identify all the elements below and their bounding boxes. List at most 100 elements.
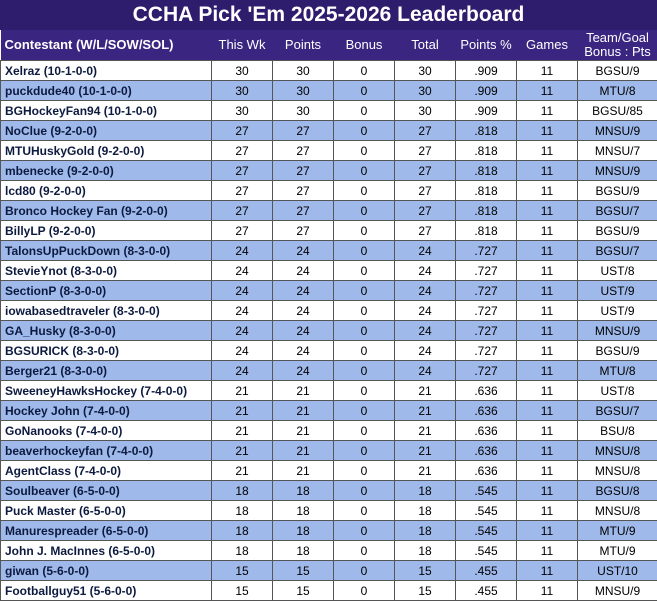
table-cell: 27 xyxy=(211,160,273,181)
table-cell: MNSU/8 xyxy=(577,500,657,521)
column-header: Contestant (W/L/SOW/SOL) xyxy=(0,30,212,61)
table-cell: .818 xyxy=(455,160,517,181)
table-cell: 21 xyxy=(211,420,273,441)
table-row: SweeneyHawksHockey (7-4-0-0) 21 21 0 21.636 1… xyxy=(0,380,657,401)
table-cell: 11 xyxy=(516,300,578,321)
table-cell: 0 xyxy=(333,180,395,201)
table-row: BGHockeyFan94 (10-1-0-0) 30 30 0 30.909 11 BGS… xyxy=(0,100,657,121)
table-cell: 18 xyxy=(211,520,273,541)
header-row: Contestant (W/L/SOW/SOL) This Wk Points Bon… xyxy=(0,30,657,61)
table-cell: 27 xyxy=(211,220,273,241)
table-cell: BGSU/9 xyxy=(577,340,657,361)
table-cell: 18 xyxy=(394,480,456,501)
contestant-cell: BGHockeyFan94 (10-1-0-0) xyxy=(0,100,212,121)
contestant-cell: John J. MacInnes (6-5-0-0) xyxy=(0,540,212,561)
table-cell: 27 xyxy=(394,160,456,181)
table-cell: 24 xyxy=(394,300,456,321)
table-cell: 11 xyxy=(516,200,578,221)
contestant-cell: Manurespreader (6-5-0-0) xyxy=(0,520,212,541)
table-cell: 11 xyxy=(516,320,578,341)
table-cell: .727 xyxy=(455,260,517,281)
table-cell: 0 xyxy=(333,80,395,101)
table-cell: 21 xyxy=(394,460,456,481)
table-row: TalonsUpPuckDown (8-3-0-0) 24 24 0 24.727 11 B… xyxy=(0,240,657,261)
table-cell: 21 xyxy=(272,380,334,401)
contestant-cell: puckdude40 (10-1-0-0) xyxy=(0,80,212,101)
table-row: Berger21 (8-3-0-0) 24 24 0 24.727 11 MTU/8 xyxy=(0,360,657,381)
table-cell: MNSU/9 xyxy=(577,120,657,141)
table-row: GA_Husky (8-3-0-0) 24 24 0 24.727 11 MNSU/9 xyxy=(0,320,657,341)
table-row: GoNanooks (7-4-0-0) 21 21 0 21.636 11 BSU/8 xyxy=(0,420,657,441)
table-cell: 11 xyxy=(516,260,578,281)
table-cell: 0 xyxy=(333,360,395,381)
table-cell: 21 xyxy=(211,400,273,421)
table-cell: 0 xyxy=(333,540,395,561)
table-cell: 21 xyxy=(211,380,273,401)
contestant-cell: iowabasedtraveler (8-3-0-0) xyxy=(0,300,212,321)
table-cell: 24 xyxy=(394,260,456,281)
title: CCHA Pick 'Em 2025-2026 Leaderboard xyxy=(0,0,657,30)
table-cell: 24 xyxy=(211,260,273,281)
table-cell: 11 xyxy=(516,220,578,241)
table-cell: 27 xyxy=(211,120,273,141)
table-cell: 24 xyxy=(272,240,334,261)
table-row: giwan (5-6-0-0) 15 15 0 15.455 11 UST/10 xyxy=(0,560,657,581)
table-cell: 27 xyxy=(211,200,273,221)
table-cell: 0 xyxy=(333,560,395,581)
contestant-cell: SweeneyHawksHockey (7-4-0-0) xyxy=(0,380,212,401)
table-cell: 0 xyxy=(333,220,395,241)
contestant-cell: GA_Husky (8-3-0-0) xyxy=(0,320,212,341)
table-cell: 30 xyxy=(272,60,334,81)
table-row: puckdude40 (10-1-0-0) 30 30 0 30.909 11 MTU/8 xyxy=(0,80,657,101)
table-cell: 15 xyxy=(394,560,456,581)
table-row: SectionP (8-3-0-0) 24 24 0 24.727 11 UST/9 xyxy=(0,280,657,301)
table-cell: .636 xyxy=(455,380,517,401)
contestant-cell: Berger21 (8-3-0-0) xyxy=(0,360,212,381)
table-cell: 0 xyxy=(333,480,395,501)
table-cell: 21 xyxy=(272,400,334,421)
table-cell: 27 xyxy=(394,200,456,221)
table-cell: 11 xyxy=(516,460,578,481)
table-row: BGSURICK (8-3-0-0) 24 24 0 24.727 11 BGSU/9 xyxy=(0,340,657,361)
table-cell: BGSU/9 xyxy=(577,60,657,81)
table-cell: 11 xyxy=(516,580,578,601)
table-row: lcd80 (9-2-0-0) 27 27 0 27.818 11 BGSU/9 xyxy=(0,180,657,201)
table-cell: UST/8 xyxy=(577,380,657,401)
table-cell: 11 xyxy=(516,140,578,161)
table-row: BillyLP (9-2-0-0) 27 27 0 27.818 11 BGSU/9 xyxy=(0,220,657,241)
table-cell: 24 xyxy=(211,280,273,301)
table-cell: 21 xyxy=(394,380,456,401)
table-cell: 21 xyxy=(394,440,456,461)
table-cell: 15 xyxy=(211,560,273,581)
column-header: Points % xyxy=(455,30,517,61)
table-cell: 27 xyxy=(272,140,334,161)
table-cell: 21 xyxy=(272,420,334,441)
table-row: John J. MacInnes (6-5-0-0) 18 18 0 18.545 11 M… xyxy=(0,540,657,561)
table-cell: 24 xyxy=(394,240,456,261)
table-cell: 11 xyxy=(516,80,578,101)
table-cell: 30 xyxy=(394,80,456,101)
table-cell: MTU/9 xyxy=(577,540,657,561)
table-cell: 24 xyxy=(394,340,456,361)
table-cell: 11 xyxy=(516,540,578,561)
table-cell: 0 xyxy=(333,440,395,461)
table-cell: 0 xyxy=(333,260,395,281)
table-row: iowabasedtraveler (8-3-0-0) 24 24 0 24.727 11… xyxy=(0,300,657,321)
table-cell: 24 xyxy=(394,360,456,381)
table-cell: 24 xyxy=(272,320,334,341)
column-header: Bonus xyxy=(333,30,395,61)
table-cell: 15 xyxy=(211,580,273,601)
table-cell: 18 xyxy=(394,500,456,521)
table-cell: .545 xyxy=(455,520,517,541)
table-cell: 18 xyxy=(272,520,334,541)
table-cell: .455 xyxy=(455,560,517,581)
table-cell: UST/9 xyxy=(577,300,657,321)
column-header: Team/Goal Bonus : Pts xyxy=(577,30,657,61)
table-cell: BGSU/9 xyxy=(577,180,657,201)
table-cell: 30 xyxy=(394,100,456,121)
table-cell: 11 xyxy=(516,340,578,361)
contestant-cell: AgentClass (7-4-0-0) xyxy=(0,460,212,481)
table-cell: 30 xyxy=(211,100,273,121)
table-cell: .636 xyxy=(455,440,517,461)
table-cell: 0 xyxy=(333,140,395,161)
